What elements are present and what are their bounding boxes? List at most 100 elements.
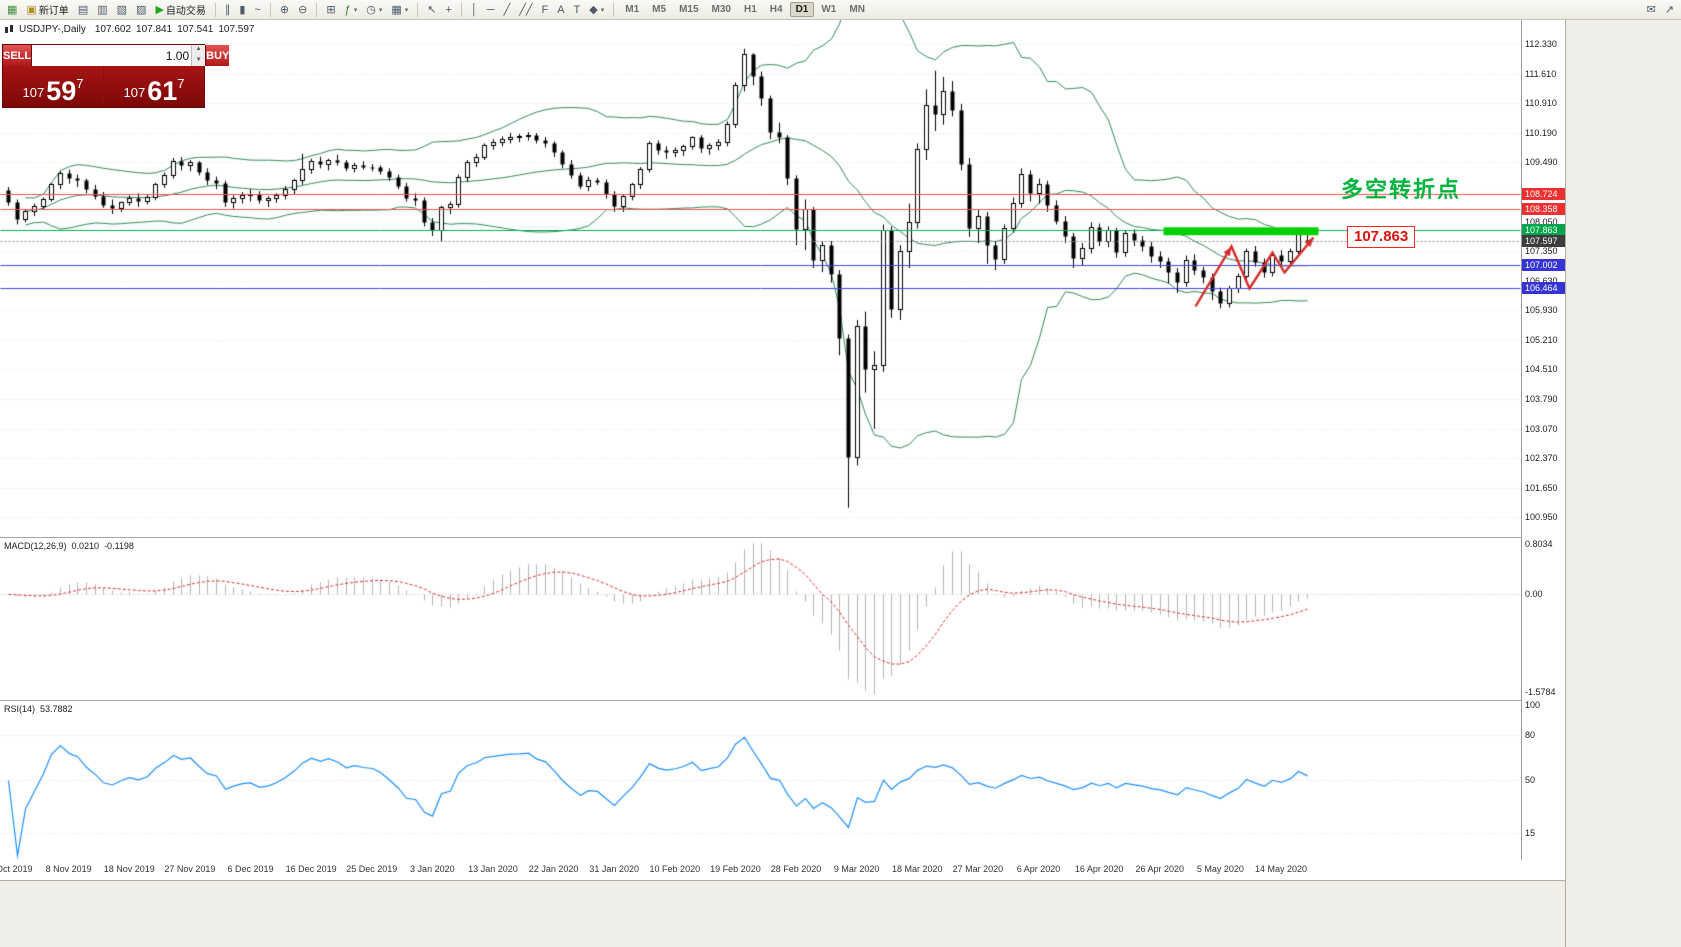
timeframe-m15-button[interactable]: M15 [679,4,699,15]
auto-trading-button[interactable]: ▶ 自动交易 [151,1,209,19]
volume-up-button[interactable]: ▲ [192,45,206,56]
price-axis[interactable]: 112.330 111.610 110.910 110.190 109.490 108.7… [1521,20,1565,860]
price-level-badge: 108.358 [1522,203,1565,216]
price-tick-label: 101.650 [1525,482,1558,493]
bar-chart-button[interactable]: ∥ [221,1,235,19]
price-tick-label: 105.930 [1525,304,1558,315]
timeframe-h4-button[interactable]: H4 [769,4,783,15]
time-axis[interactable]: 30 Oct 2019 8 Nov 2019 18 Nov 2019 27 Nov 2… [0,860,1565,880]
fibonacci-icon: F [541,3,549,16]
chevron-down-icon[interactable]: ▾ [404,6,409,14]
sell-price[interactable]: 107 59 7 [3,66,103,107]
community-chat-button[interactable]: ✉ [1643,1,1660,19]
zoom-out-button[interactable]: ⊖ [294,1,311,19]
date-label: 8 Nov 2019 [45,864,92,874]
workspace-background-bottom [0,880,1565,947]
volume-down-button[interactable]: ▼ [192,55,206,66]
volume-input[interactable] [32,45,192,66]
date-label: 18 Mar 2020 [892,864,943,874]
templates-button[interactable]: ▦ ▾ [387,1,412,19]
chart-window: USDJPY-,Daily 107.602 107.841 107.541 107.5… [0,20,1565,880]
arrows-icon: ◆ [589,3,598,16]
sell-button[interactable]: SELL [3,45,32,66]
arrows-button[interactable]: ◆ ▾ [585,1,608,19]
quick-search-button[interactable]: ↗ [1661,1,1678,19]
price-level-badge: 108.724 [1522,187,1565,200]
macd-axis-label: 0.8034 [1525,539,1553,549]
new-order-button-label: 新订单 [38,6,69,17]
date-label: 19 Feb 2020 [710,864,761,874]
periods-icon: ◷ [366,3,376,16]
bar-chart-icon: ∥ [224,3,231,16]
date-label: 16 Apr 2020 [1074,864,1124,874]
date-label: 3 Jan 2020 [410,864,455,874]
zoom-out-icon: ⊖ [298,3,308,16]
price-level-badge: 107.597 [1522,234,1565,247]
rsi-label: RSI(14) 53.7882 [4,704,73,714]
chevron-down-icon[interactable]: ▾ [353,6,358,14]
macd-axis-label: -1.5784 [1525,687,1556,697]
text-label-icon: T [573,3,581,16]
timeframe-mn-button[interactable]: MN [849,4,865,15]
text-button[interactable]: A [553,1,568,19]
navigator-icon: ▧ [116,3,128,16]
volume-stepper: ▲ ▼ [191,45,206,66]
chevron-down-icon[interactable]: ▾ [600,6,605,14]
vertical-line-button[interactable]: │ [467,1,482,19]
market-watch-button[interactable]: ▤ [74,1,92,19]
indicators-button[interactable]: ƒ ▾ [341,1,362,19]
timeframe-d1-button[interactable]: D1 [789,2,815,17]
price-tick-label: 100.950 [1525,511,1558,522]
equidistant-channel-icon: ╱╱ [519,3,533,16]
tile-windows-button[interactable]: ⊞ [322,1,339,19]
timeframe-m30-button[interactable]: M30 [711,4,731,15]
timeframe-w1-button[interactable]: W1 [821,4,837,15]
price-tick-label: 112.330 [1525,39,1557,49]
trendline-icon: ╱ [503,3,511,16]
pane-separator[interactable] [0,700,1565,701]
workspace-background [1565,20,1681,947]
date-label: 26 Apr 2020 [1135,864,1185,874]
toolbar-separator [269,2,271,17]
timeframe-m5-button[interactable]: M5 [652,4,667,15]
timeframe-m1-button[interactable]: M1 [625,4,640,15]
cursor-button[interactable]: ↖ [423,1,440,19]
timeframe-h1-button[interactable]: H1 [743,4,757,15]
date-label: 22 Jan 2020 [528,864,579,874]
crosshair-button[interactable]: + [441,1,455,19]
market-watch-icon: ▤ [77,3,89,16]
macd-label: MACD(12,26,9) 0.0210 -0.1198 [4,541,134,551]
price-level-badge: 106.464 [1522,281,1565,294]
text-label-button[interactable]: T [570,1,585,19]
horizontal-line-button[interactable]: ─ [483,1,499,19]
price-tick-label: 109.490 [1525,157,1558,167]
toolbar-separator [613,2,615,17]
periods-button[interactable]: ◷ ▾ [362,1,386,19]
buy-price[interactable]: 107 61 7 [104,66,204,107]
trendline-button[interactable]: ╱ [500,1,515,19]
date-label: 13 Jan 2020 [468,864,518,874]
line-chart-button[interactable]: ~ [250,1,264,19]
new-chart-button[interactable]: ▦ [3,1,21,19]
price-tick-label: 108.050 [1525,216,1558,227]
navigator-button[interactable]: ▧ [113,1,131,19]
quick-search-icon: ↗ [1664,3,1674,16]
chevron-down-icon[interactable]: ▾ [378,6,383,14]
data-window-button[interactable]: ▥ [93,1,111,19]
terminal-button[interactable]: ▨ [132,1,150,19]
new-order-button[interactable]: ▣ 新订单 [22,1,72,19]
equidistant-channel-button[interactable]: ╱╱ [515,1,536,19]
chart-title: USDJPY-,Daily 107.602 107.841 107.541 107.5… [4,24,255,35]
chart-plot-canvas[interactable] [0,20,1521,880]
pane-separator[interactable] [0,537,1565,538]
price-tick-label: 110.190 [1525,127,1557,138]
rsi-axis-label: 50 [1525,775,1536,785]
candlestick-icon [5,24,13,33]
buy-button[interactable]: BUY [206,45,230,66]
zoom-in-button[interactable]: ⊕ [276,1,293,19]
date-label: 10 Feb 2020 [649,864,701,874]
fibonacci-button[interactable]: F [537,1,552,19]
candlestick-chart-button[interactable]: ▮ [235,1,249,19]
turning-point-annotation: 多空转折点 [1341,177,1462,202]
date-label: 6 Dec 2019 [227,864,274,874]
